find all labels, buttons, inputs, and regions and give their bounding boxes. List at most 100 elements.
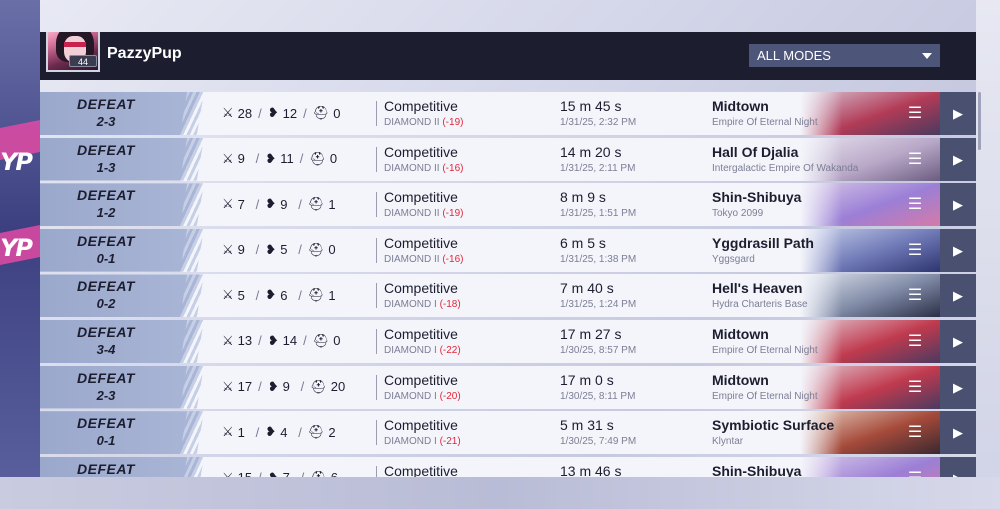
deaths-value: 4 — [280, 424, 288, 440]
deaths-value: 6 — [280, 287, 288, 303]
avatar[interactable]: 44 — [46, 32, 100, 72]
deaths-value: 11 — [280, 151, 294, 167]
match-duration: 17 m 27 s — [560, 325, 622, 342]
crossed-swords-icon: ⚔ — [222, 287, 234, 303]
replay-button[interactable]: ▶ — [940, 411, 976, 455]
mode-filter-label: ALL MODES — [757, 48, 831, 63]
crossed-swords-icon: ⚔ — [222, 470, 234, 477]
separator: / — [255, 287, 260, 303]
separator: / — [258, 379, 262, 395]
replay-button[interactable]: ▶ — [940, 228, 976, 272]
kills-value: 7 — [237, 196, 245, 212]
map-thumbnail — [800, 183, 940, 227]
kda-stats: ⚔ 9 / ❥ 11 / ⛑ 0 — [222, 151, 342, 167]
menu-lines-icon: ☰ — [907, 424, 923, 442]
helmet-icon: ⛑ — [310, 378, 327, 394]
separator: / — [301, 470, 305, 477]
match-row[interactable]: DEFEAT ⚔ 15 / ❥ 7 / ⛑ 6 Competitive 13 m… — [40, 456, 976, 477]
deaths-value: 14 — [282, 333, 298, 349]
map-region: Empire Of Eternal Night — [712, 117, 818, 128]
separator: / — [303, 333, 307, 349]
match-row[interactable]: DEFEAT 0-1 ⚔ 9 / ❥ 5 / ⛑ 0 Competitive D… — [40, 228, 976, 272]
details-button[interactable]: ☰ — [904, 468, 926, 477]
separator: / — [255, 151, 260, 167]
replay-button[interactable]: ▶ — [940, 183, 976, 227]
replay-button[interactable]: ▶ — [940, 456, 976, 477]
result-block: DEFEAT 0-1 — [40, 411, 200, 455]
result-label: DEFEAT — [77, 141, 135, 158]
side-text: YP — [0, 148, 33, 176]
result-block: DEFEAT — [40, 456, 200, 477]
kills-value: 9 — [237, 242, 245, 258]
mode-filter-dropdown[interactable]: ALL MODES — [749, 44, 940, 67]
match-row[interactable]: DEFEAT 3-4 ⚔ 13 / ❥ 14 / ⛑ 0 Competitive… — [40, 319, 976, 363]
map-thumbnail — [800, 137, 940, 181]
kda-stats: ⚔ 7 / ❥ 9 / ⛑ 1 — [222, 196, 340, 212]
map-name: Midtown — [712, 371, 769, 388]
broken-heart-icon: ❥ — [265, 424, 277, 440]
result-label: DEFEAT — [77, 278, 135, 295]
rank-info: DIAMOND II (-19) — [384, 117, 463, 128]
rank-tier: DIAMOND II — [384, 117, 440, 128]
match-date: 1/31/25, 1:51 PM — [560, 208, 637, 220]
replay-button[interactable]: ▶ — [940, 92, 976, 135]
match-row[interactable]: DEFEAT 1-3 ⚔ 9 / ❥ 11 / ⛑ 0 Competitive … — [40, 137, 976, 181]
details-button[interactable]: ☰ — [904, 240, 926, 262]
match-duration: 17 m 0 s — [560, 371, 614, 388]
details-button[interactable]: ☰ — [904, 377, 926, 399]
rank-tier: DIAMOND I — [384, 390, 437, 402]
result-label: DEFEAT — [77, 415, 135, 432]
play-icon: ▶ — [953, 106, 963, 121]
match-row[interactable]: DEFEAT 0-1 ⚔ 1 / ❥ 4 / ⛑ 2 Competitive D… — [40, 411, 976, 455]
match-row[interactable]: DEFEAT 0-2 ⚔ 5 / ❥ 6 / ⛑ 1 Competitive D… — [40, 274, 976, 318]
result-block: DEFEAT 1-3 — [40, 137, 200, 181]
match-row[interactable]: DEFEAT 2-3 ⚔ 17 / ❥ 9 / ⛑ 20 Competitive… — [40, 365, 976, 409]
assists-value: 1 — [328, 196, 336, 212]
crossed-swords-icon: ⚔ — [222, 105, 234, 120]
map-region: Yggsgard — [712, 253, 755, 265]
helmet-icon: ⛑ — [310, 470, 327, 477]
background-right-band — [976, 0, 1000, 509]
crossed-swords-icon: ⚔ — [222, 196, 234, 212]
helmet-icon: ⛑ — [307, 424, 325, 440]
round-score: 2-3 — [96, 114, 116, 129]
assists-value: 0 — [329, 151, 338, 167]
match-duration: 15 m 45 s — [560, 98, 622, 114]
separator: / — [255, 242, 260, 258]
replay-button[interactable]: ▶ — [940, 274, 976, 318]
helmet-icon: ⛑ — [312, 105, 330, 120]
scrollbar[interactable] — [978, 92, 981, 150]
details-button[interactable]: ☰ — [904, 331, 926, 353]
match-duration: 7 m 40 s — [560, 280, 614, 297]
crossed-swords-icon: ⚔ — [222, 424, 234, 440]
details-button[interactable]: ☰ — [904, 422, 926, 444]
match-date: 1/30/25, 8:11 PM — [560, 390, 636, 402]
replay-button[interactable]: ▶ — [940, 319, 976, 363]
rank-tier: DIAMOND II — [384, 253, 440, 265]
helmet-icon: ⛑ — [307, 196, 325, 212]
round-score: 0-2 — [96, 296, 116, 312]
kills-value: 5 — [237, 287, 245, 303]
result-block: DEFEAT 1-2 — [40, 183, 200, 227]
crossed-swords-icon: ⚔ — [222, 241, 234, 257]
match-date: 1/31/25, 2:32 PM — [560, 117, 637, 128]
round-score: 1-2 — [96, 205, 116, 221]
kda-stats: ⚔ 28 / ❥ 12 / ⛑ 0 — [222, 105, 345, 121]
round-score: 3-4 — [96, 341, 116, 357]
details-button[interactable]: ☰ — [904, 285, 926, 307]
details-button[interactable]: ☰ — [904, 194, 926, 216]
map-thumbnail — [800, 228, 940, 272]
details-button[interactable]: ☰ — [904, 103, 926, 125]
rank-delta: (-18) — [439, 299, 461, 311]
level-badge: 44 — [69, 55, 97, 67]
crossed-swords-icon: ⚔ — [222, 332, 234, 348]
map-region: Empire Of Eternal Night — [712, 344, 818, 356]
broken-heart-icon: ❥ — [265, 196, 277, 212]
replay-button[interactable]: ▶ — [940, 137, 976, 181]
replay-button[interactable]: ▶ — [940, 365, 976, 409]
details-button[interactable]: ☰ — [904, 149, 926, 171]
match-row[interactable]: DEFEAT 2-3 ⚔ 28 / ❥ 12 / ⛑ 0 Competitive… — [40, 92, 976, 135]
match-date: 1/31/25, 2:11 PM — [560, 162, 636, 174]
match-row[interactable]: DEFEAT 1-2 ⚔ 7 / ❥ 9 / ⛑ 1 Competitive D… — [40, 183, 976, 227]
match-date: 1/30/25, 7:49 PM — [560, 436, 637, 448]
